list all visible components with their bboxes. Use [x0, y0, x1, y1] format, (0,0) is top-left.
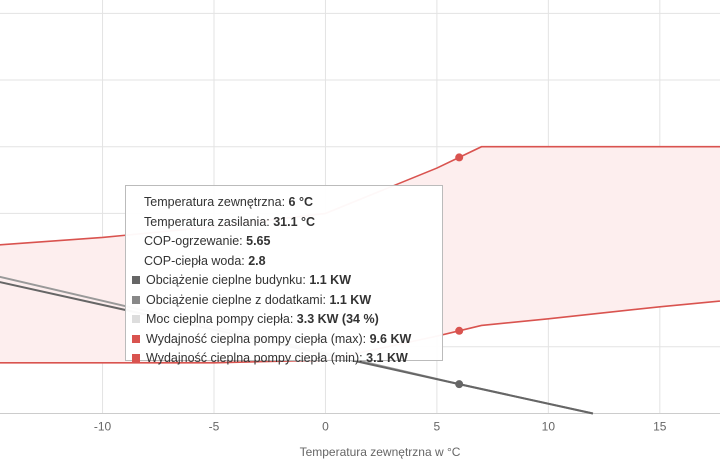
tooltip-swatch — [132, 354, 140, 362]
tooltip-swatch — [132, 276, 140, 284]
tooltip-value: 2.8 — [248, 253, 266, 268]
tooltip-value: 6 °C — [288, 195, 313, 209]
tooltip-label: Temperatura zasilania: — [144, 214, 274, 229]
tooltip-row: Moc cieplna pompy ciepła: 3.3 KW (34 %) — [132, 310, 442, 330]
highlight-point — [455, 326, 464, 335]
tooltip-row: COP-ciepła woda: 2.8 — [144, 252, 442, 272]
tooltip-value: 31.1 °C — [273, 214, 316, 229]
tooltip-value: 5.65 — [246, 234, 271, 248]
tooltip-label: COP-ogrzewanie: — [144, 234, 247, 248]
x-axis-title: Temperatura zewnętrzna w °C — [300, 445, 461, 459]
tooltip-row: Obciążenie cieplne z dodatkami: 1.1 KW — [132, 291, 442, 311]
tooltip-label: Obciążenie cieplne budynku: — [146, 273, 310, 287]
x-tick-label: 15 — [653, 420, 667, 434]
tooltip-row: COP-ogrzewanie: 5.65 — [144, 232, 442, 252]
tooltip-value: 1.1 KW — [329, 292, 372, 307]
x-tick-label: 10 — [542, 420, 556, 434]
x-tick-label: 0 — [322, 420, 329, 434]
tooltip-label: Obciążenie cieplne z dodatkami: — [146, 292, 330, 307]
tooltip-value: 1.1 KW — [309, 273, 351, 287]
tooltip-swatch — [132, 295, 140, 304]
x-tick-label: -10 — [94, 420, 112, 434]
tooltip-row: Obciążenie cieplne budynku: 1.1 KW — [132, 271, 442, 291]
tooltip: Temperatura zewnętrzna: 6 °C Temperatura … — [125, 185, 443, 365]
tooltip-swatch — [132, 334, 140, 343]
tooltip-label: Wydajność cieplna pompy ciepła (min): — [146, 351, 367, 365]
x-tick-label: -5 — [209, 420, 220, 434]
tooltip-row: Wydajność cieplna pompy ciepła (min): 3.… — [132, 349, 442, 369]
tooltip-label: Wydajność cieplna pompy ciepła (max): — [146, 331, 370, 346]
tooltip-value: 9.6 KW — [369, 331, 412, 346]
tooltip-label: COP-ciepła woda: — [144, 253, 249, 268]
series-line — [0, 300, 720, 364]
tooltip-label: Moc cieplna pompy ciepła: — [146, 312, 297, 326]
tooltip-value: 3.1 KW — [366, 351, 408, 365]
highlight-point — [455, 153, 464, 162]
x-tick-label: 5 — [434, 420, 441, 434]
tooltip-label: Temperatura zewnętrzna: — [144, 195, 289, 209]
tooltip-row: Temperatura zasilania: 31.1 °C — [144, 213, 442, 233]
highlight-point — [455, 380, 464, 389]
tooltip-row: Temperatura zewnętrzna: 6 °C — [144, 193, 442, 213]
tooltip-row: Wydajność cieplna pompy ciepła (max): 9.… — [132, 330, 442, 350]
tooltip-swatch — [132, 315, 140, 323]
tooltip-value: 3.3 KW (34 %) — [296, 312, 379, 326]
